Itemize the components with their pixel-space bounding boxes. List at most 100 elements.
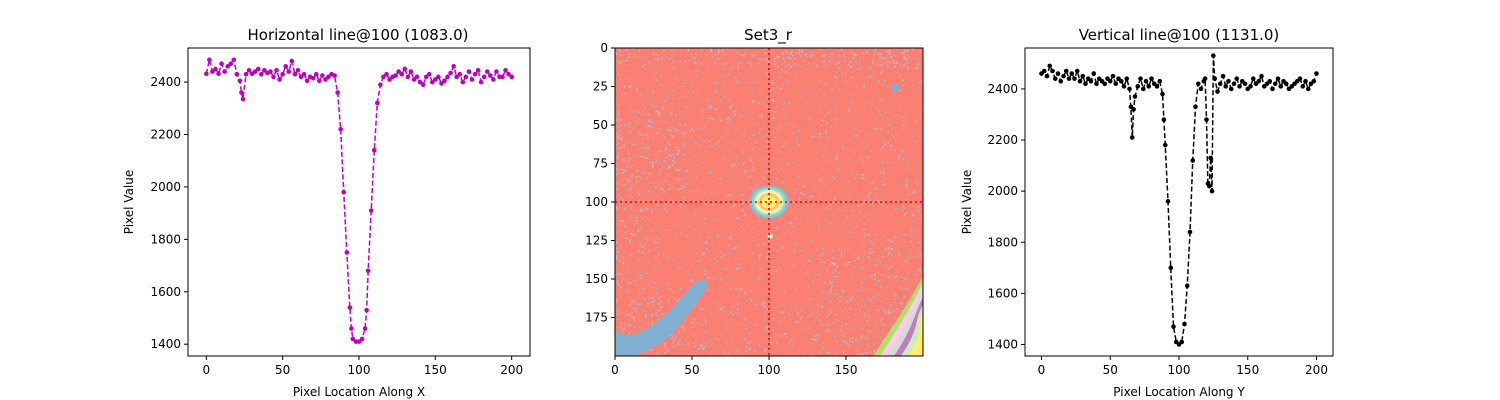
horizontal-plot-data-point [420, 82, 426, 87]
horizontal-plot-data-point [326, 74, 331, 80]
horizontal-plot-ticks: 0 50 100 150 200 1400 1600 1800 2000 2200 2400 [150, 75, 523, 377]
horizontal-plot-ytick-label: 2000 [150, 180, 181, 194]
horizontal-plot-data-point [283, 64, 289, 69]
horizontal-plot-data-point [463, 74, 469, 80]
horizontal-plot-data-point [298, 74, 304, 80]
vertical-plot-xtick-label: 150 [1236, 363, 1259, 377]
horizontal-plot-data-point [481, 74, 487, 80]
horizontal-plot-title: Horizontal line@100 (1083.0) [247, 26, 468, 44]
horizontal-plot-data-point [454, 74, 460, 80]
vertical-plot-data-point [1211, 53, 1216, 58]
vertical-plot-data-point [1143, 78, 1149, 84]
horizontal-plot-data-point [204, 71, 209, 76]
image-plot-ytick-label: 175 [585, 311, 608, 325]
horizontal-plot-data-point [323, 77, 328, 82]
vertical-plot-data-point [1171, 324, 1176, 329]
horizontal-plot-data-point [466, 69, 472, 74]
vertical-plot-data-point [1066, 76, 1072, 81]
horizontal-plot-data-point [429, 79, 435, 85]
horizontal-plot-data-point [484, 69, 490, 74]
vertical-plot-data-point [1165, 199, 1171, 204]
horizontal-plot-data-point [347, 305, 353, 310]
vertical-plot-data-region [1039, 53, 1319, 347]
horizontal-plot-data-point [239, 90, 244, 95]
horizontal-plot-data-point [292, 71, 298, 77]
vertical-plot-data-point [1069, 71, 1075, 76]
vertical-plot-data-point [1047, 63, 1053, 69]
vertical-plot-data-point [1058, 78, 1064, 84]
horizontal-plot-ytick-label: 1800 [150, 232, 181, 246]
horizontal-plot-data-point [414, 74, 420, 80]
horizontal-plot-data-point [258, 71, 264, 77]
image-plot-ytick-label: 125 [585, 234, 608, 248]
vertical-plot-data-point [1088, 78, 1094, 84]
vertical-plot-data-point [1226, 78, 1231, 84]
horizontal-plot-data-point [240, 96, 246, 102]
horizontal-plot-data-point [439, 81, 444, 86]
vertical-plot-data-point [1234, 76, 1240, 81]
vertical-plot-ytick-label: 2400 [987, 82, 1018, 96]
horizontal-plot-data-point [436, 74, 441, 80]
horizontal-plot-data-point [289, 58, 295, 64]
horizontal-plot-data-point [451, 64, 456, 69]
vertical-plot-data-point [1300, 84, 1306, 89]
vertical-plot-data-point [1193, 104, 1198, 110]
horizontal-plot-data-point [396, 69, 401, 74]
image-plot-ytick-label: 75 [593, 157, 608, 171]
horizontal-plot-data-point [341, 189, 347, 195]
horizontal-plot-data-point [500, 74, 505, 80]
horizontal-plot-data-point [433, 77, 438, 82]
vertical-plot-data-point [1041, 68, 1047, 74]
vertical-plot-data-point [1061, 73, 1066, 79]
vertical-plot-data-point [1220, 73, 1226, 79]
horizontal-plot-data-point [364, 307, 369, 313]
vertical-plot-data-point [1179, 339, 1185, 345]
image-plot-xtick-label: 50 [684, 363, 699, 377]
image-plot-ytick-label: 0 [600, 41, 608, 55]
vertical-plot-data-point [1127, 86, 1132, 92]
horizontal-plot-data-point [317, 78, 322, 84]
vertical-plot-data-point [1212, 76, 1218, 81]
image-plot-ytick-label: 100 [585, 195, 608, 209]
horizontal-plot-data-point [344, 250, 350, 255]
horizontal-plot-data-point [368, 208, 374, 213]
horizontal-plot-data-point [252, 69, 258, 74]
horizontal-plot-data-point [399, 71, 405, 77]
horizontal-plot-data-point [411, 77, 417, 82]
horizontal-plot-ytick-label: 1600 [150, 285, 181, 299]
vertical-plot-data-point [1297, 76, 1303, 81]
horizontal-plot-data-point [246, 67, 252, 73]
horizontal-plot-data-point [402, 66, 408, 72]
horizontal-plot-data-point [207, 57, 212, 63]
vertical-plot-data-point [1162, 142, 1168, 148]
vertical-plot-xtick-label: 0 [1038, 363, 1046, 377]
vertical-plot-data-point [1202, 76, 1208, 81]
horizontal-plot-data-point [304, 78, 310, 84]
vertical-plot-data-point [1107, 78, 1113, 84]
vertical-plot-ytick-label: 1400 [987, 337, 1018, 351]
vertical-plot-xtick-label: 50 [1103, 363, 1118, 377]
horizontal-plot-data-point [262, 67, 267, 73]
vertical-plot-data-point [1161, 117, 1167, 122]
vertical-plot-data-point [1270, 86, 1275, 92]
horizontal-plot-data-point [225, 64, 230, 69]
horizontal-plot-data-point [491, 77, 496, 82]
horizontal-plot-ytick-label: 2400 [150, 75, 181, 89]
image-plot-ytick-label: 150 [585, 272, 608, 286]
vertical-plot-data-point [1231, 81, 1237, 87]
image-central-spot [749, 185, 789, 219]
vertical-plot-data-point [1074, 68, 1080, 74]
vertical-plot-data-point [1248, 84, 1253, 89]
vertical-plot-data-point [1083, 81, 1088, 87]
vertical-plot-data-point [1250, 76, 1256, 81]
horizontal-plot-xtick-label: 200 [500, 363, 523, 377]
vertical-plot-data-point [1154, 84, 1160, 89]
vertical-plot-data-point [1311, 78, 1317, 84]
horizontal-plot-data-point [274, 67, 279, 73]
vertical-plot-data-point [1124, 76, 1130, 81]
horizontal-plot-data-point [448, 70, 453, 76]
vertical-plot-data-point [1204, 117, 1209, 122]
image-corner-bands [873, 276, 923, 356]
horizontal-plot-data-point [277, 77, 282, 82]
image-plot-xtick-label: 100 [758, 363, 781, 377]
